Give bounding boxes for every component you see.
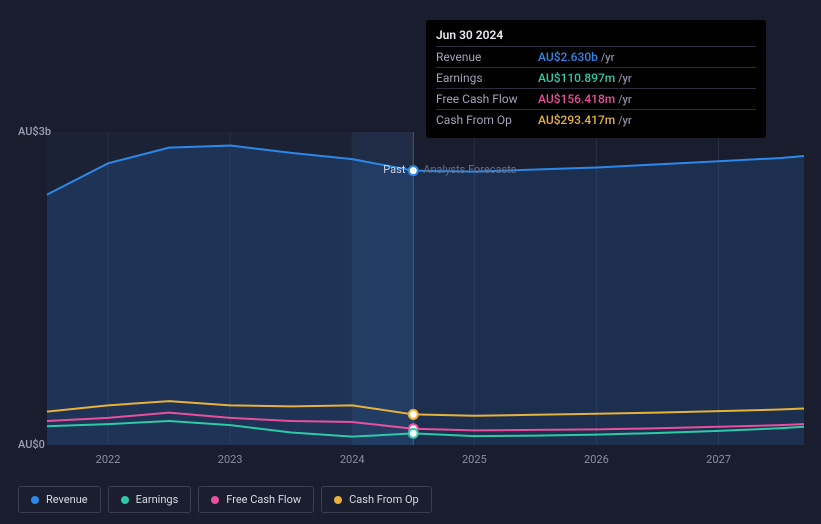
tooltip-row: Cash From Op AU$293.417m/yr: [436, 109, 756, 130]
tooltip-row-unit: /yr: [618, 72, 632, 85]
x-axis-tick: 2025: [449, 453, 499, 466]
x-axis-tick: 2026: [571, 453, 621, 466]
legend-item-label: Earnings: [136, 493, 179, 506]
tooltip-row-unit: /yr: [618, 93, 632, 106]
tooltip-row-unit: /yr: [601, 51, 615, 64]
tooltip-date: Jun 30 2024: [436, 28, 756, 46]
tooltip-row-label: Cash From Op: [436, 113, 526, 127]
legend-dot-icon: [211, 496, 219, 504]
tooltip-row-label: Free Cash Flow: [436, 92, 526, 106]
tooltip-row: Free Cash Flow AU$156.418m/yr: [436, 88, 756, 109]
forecast-label: Analysts Forecasts: [423, 163, 516, 176]
legend-item-free_cash_flow[interactable]: Free Cash Flow: [198, 486, 314, 513]
x-axis-tick: 2027: [694, 453, 744, 466]
legend-item-earnings[interactable]: Earnings: [108, 486, 192, 513]
y-axis-tick: AU$3b: [18, 125, 51, 138]
legend-dot-icon: [31, 496, 39, 504]
tooltip-row-label: Earnings: [436, 71, 526, 85]
legend-item-revenue[interactable]: Revenue: [18, 486, 101, 513]
chart-tooltip: Jun 30 2024 Revenue AU$2.630b/yr Earnings A…: [426, 20, 766, 138]
tooltip-row-unit: /yr: [618, 114, 632, 127]
legend-item-label: Revenue: [46, 493, 88, 506]
legend-item-label: Free Cash Flow: [226, 493, 301, 506]
x-axis-tick: 2022: [83, 453, 133, 466]
tooltip-row-label: Revenue: [436, 50, 526, 64]
tooltip-row: Earnings AU$110.897m/yr: [436, 67, 756, 88]
legend-dot-icon: [334, 496, 342, 504]
financials-chart: AU$0AU$3b 202220232024202520262027 Past …: [0, 0, 821, 524]
tooltip-row-value: AU$293.417m/yr: [538, 113, 632, 127]
chart-legend: Revenue Earnings Free Cash Flow Cash From O…: [18, 486, 432, 513]
tooltip-row: Revenue AU$2.630b/yr: [436, 46, 756, 67]
x-axis-tick: 2024: [327, 453, 377, 466]
y-axis-tick: AU$0: [18, 438, 45, 451]
tooltip-row-value: AU$110.897m/yr: [538, 71, 632, 85]
x-axis-tick: 2023: [205, 453, 255, 466]
past-label: Past: [383, 163, 405, 176]
tooltip-row-value: AU$156.418m/yr: [538, 92, 632, 106]
legend-item-label: Cash From Op: [349, 493, 419, 506]
legend-dot-icon: [121, 496, 129, 504]
tooltip-row-value: AU$2.630b/yr: [538, 50, 614, 64]
legend-item-cash_from_op[interactable]: Cash From Op: [321, 486, 432, 513]
